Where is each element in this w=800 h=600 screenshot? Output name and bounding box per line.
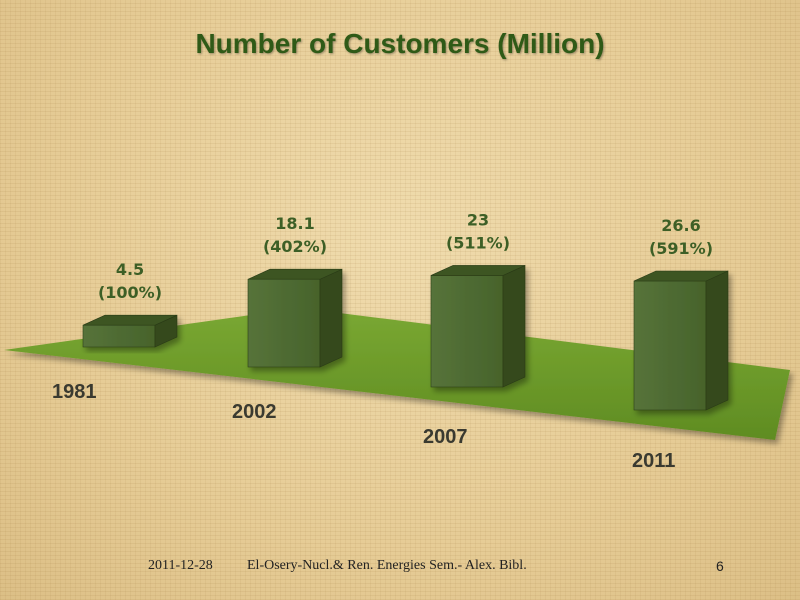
percent-label: (591%)	[649, 239, 713, 258]
category-label: 1981	[52, 381, 97, 403]
category-label: 2011	[632, 450, 675, 472]
bar-front	[247, 278, 321, 368]
bar-top	[633, 270, 729, 282]
bar-side	[319, 268, 343, 368]
bar-2011	[633, 270, 729, 411]
percent-label: (402%)	[263, 237, 327, 256]
bar-top	[82, 314, 178, 326]
value-label: 4.5	[116, 260, 144, 279]
value-label: 23	[467, 210, 489, 229]
bar-side	[705, 270, 729, 411]
bar-side	[502, 264, 526, 388]
bar-2002	[247, 268, 343, 368]
page-number: 6	[716, 558, 724, 574]
bar-front	[430, 275, 504, 388]
footer-text: El-Osery-Nucl.& Ren. Energies Sem.- Alex…	[247, 558, 527, 573]
chart-title: Number of Customers (Million)	[195, 28, 605, 59]
bar-2007	[430, 264, 526, 388]
bar-front	[82, 324, 156, 348]
bar-1981	[82, 314, 178, 348]
category-label: 2002	[232, 401, 277, 423]
bar-top	[430, 265, 526, 276]
value-label: 18.1	[275, 214, 314, 233]
percent-label: (511%)	[446, 233, 510, 252]
footer-date: 2011-12-28	[148, 558, 213, 573]
percent-label: (100%)	[98, 283, 162, 302]
chart-floor	[4, 308, 790, 440]
bar-top	[247, 268, 343, 280]
bar-front	[633, 280, 707, 411]
category-label: 2007	[423, 426, 468, 448]
value-label: 26.6	[661, 216, 700, 235]
